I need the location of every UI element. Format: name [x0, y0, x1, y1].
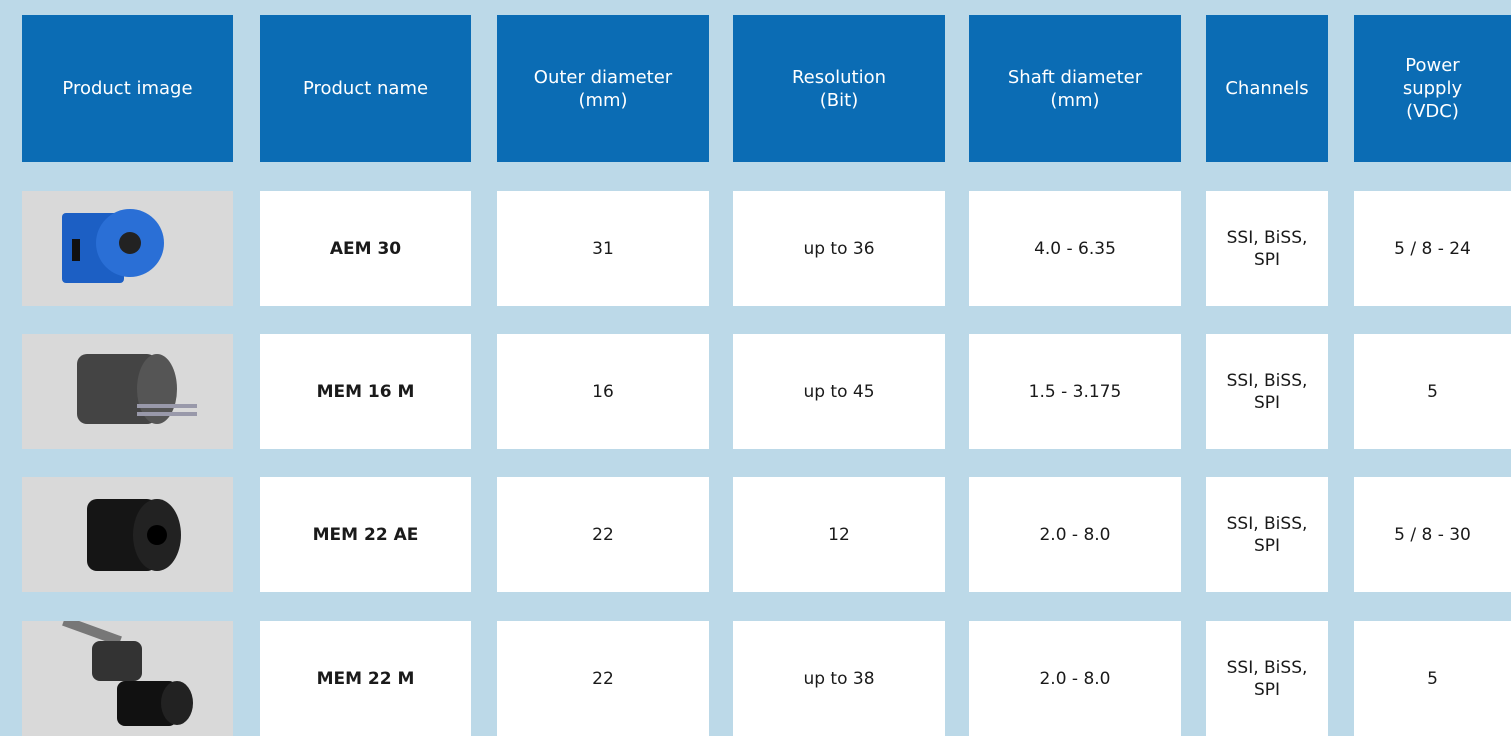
page: Product imageProduct nameOuter diameter … [0, 0, 1511, 736]
product-name: MEM 22 AE [260, 477, 471, 592]
spec-cell: 4.0 - 6.35 [969, 191, 1181, 306]
spec-cell: 31 [497, 191, 709, 306]
product-image [22, 477, 233, 592]
header-cell: Product name [260, 15, 471, 162]
product-photo [22, 191, 233, 306]
product-name: AEM 30 [260, 191, 471, 306]
spec-cell: up to 36 [733, 191, 945, 306]
spec-cell: 2.0 - 8.0 [969, 621, 1181, 736]
product-image [22, 621, 233, 736]
product-photo [22, 621, 233, 736]
product-name: MEM 16 M [260, 334, 471, 449]
header-cell: Power supply (VDC) [1354, 15, 1511, 162]
spec-cell: SSI, BiSS, SPI [1206, 621, 1328, 736]
header-cell: Resolution (Bit) [733, 15, 945, 162]
spec-cell: SSI, BiSS, SPI [1206, 191, 1328, 306]
header-cell: Shaft diameter (mm) [969, 15, 1181, 162]
spec-cell: up to 38 [733, 621, 945, 736]
spec-cell: 22 [497, 621, 709, 736]
spec-cell: 22 [497, 477, 709, 592]
header-cell: Outer diameter (mm) [497, 15, 709, 162]
spec-cell: 1.5 - 3.175 [969, 334, 1181, 449]
header-cell: Channels [1206, 15, 1328, 162]
spec-cell: 5 / 8 - 30 [1354, 477, 1511, 592]
spec-cell: SSI, BiSS, SPI [1206, 477, 1328, 592]
spec-cell: 5 / 8 - 24 [1354, 191, 1511, 306]
spec-cell: 5 [1354, 621, 1511, 736]
spec-cell: up to 45 [733, 334, 945, 449]
product-photo [22, 477, 233, 592]
spec-cell: 2.0 - 8.0 [969, 477, 1181, 592]
spec-cell: 12 [733, 477, 945, 592]
spec-cell: SSI, BiSS, SPI [1206, 334, 1328, 449]
product-image [22, 334, 233, 449]
spec-cell: 16 [497, 334, 709, 449]
spec-cell: 5 [1354, 334, 1511, 449]
product-image [22, 191, 233, 306]
header-cell: Product image [22, 15, 233, 162]
product-photo [22, 334, 233, 449]
product-name: MEM 22 M [260, 621, 471, 736]
